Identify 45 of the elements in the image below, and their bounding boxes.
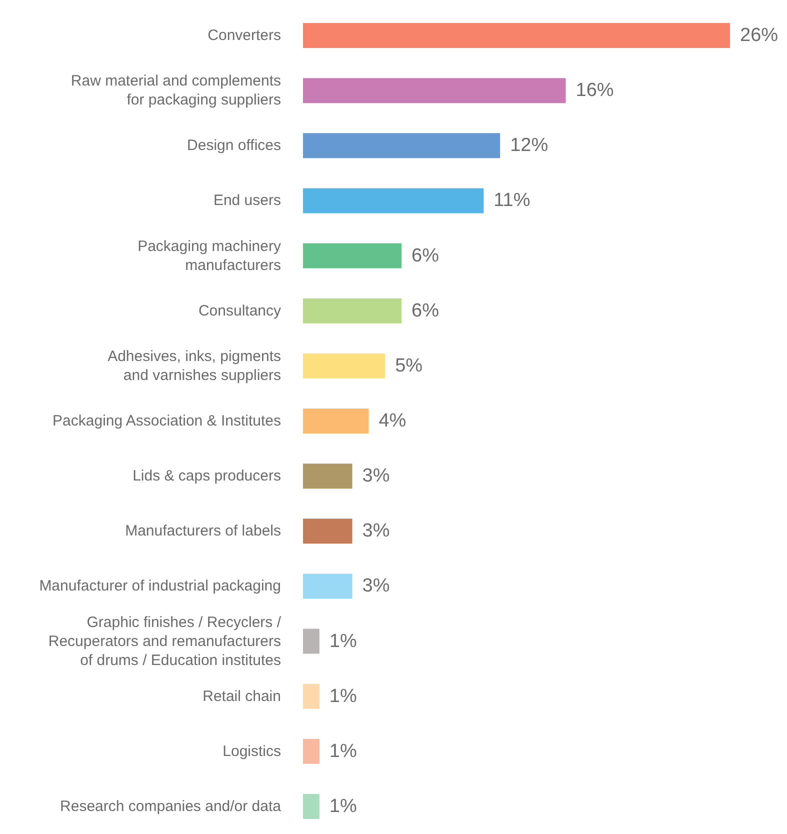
bar — [303, 298, 402, 324]
data-label: 6% — [412, 300, 440, 322]
data-label: 4% — [378, 410, 406, 432]
bar — [303, 574, 352, 599]
y-tick-label: Adhesives, inks, pigments and varnishes suppliers — [108, 348, 281, 384]
bar — [303, 23, 730, 48]
data-label: 1% — [329, 740, 357, 762]
bar — [303, 408, 369, 434]
data-label: 3% — [362, 520, 390, 542]
y-tick-label: Retail chain — [202, 688, 281, 705]
y-tick-label: Manufacturers of labels — [125, 522, 281, 540]
bar — [303, 464, 352, 489]
bar — [303, 353, 386, 378]
data-label: 3% — [362, 466, 390, 487]
bar — [303, 188, 484, 214]
y-tick-label: Manufacturer of industrial packaging — [39, 578, 281, 595]
data-label: 6% — [412, 245, 440, 266]
data-label: 1% — [329, 630, 357, 652]
data-label: 16% — [576, 80, 614, 102]
y-tick-label: Logistics — [222, 742, 281, 760]
data-label: 11% — [494, 190, 530, 212]
y-tick-label: Lids & caps producers — [132, 468, 281, 485]
y-tick-label: End users — [213, 192, 281, 210]
bar — [303, 518, 352, 544]
y-tick-label: Converters — [208, 27, 281, 44]
y-tick-label: Packaging Association & Institutes — [52, 412, 281, 430]
bar — [303, 628, 320, 654]
data-label: 1% — [329, 686, 357, 707]
data-label: 5% — [395, 355, 423, 376]
y-tick-label: Research companies and/or data — [60, 798, 282, 815]
y-tick-label: Graphic finishes / Recyclers / Recuperators and remanufacturers of drums / Education institutes — [48, 614, 282, 669]
data-label: 3% — [362, 576, 390, 597]
y-tick-label: Raw material and complements for packaging suppliers — [70, 72, 281, 109]
bar — [303, 794, 320, 819]
y-tick-label: Consultancy — [198, 302, 282, 320]
data-label: 26% — [740, 25, 778, 46]
bar — [303, 133, 500, 158]
bar — [303, 684, 320, 709]
bar — [303, 78, 566, 104]
bar — [303, 738, 320, 764]
y-tick-label: Packaging machinery manufacturers — [138, 238, 282, 274]
data-label: 1% — [329, 796, 357, 817]
data-label: 12% — [510, 135, 548, 156]
y-tick-label: Design offices — [187, 137, 281, 154]
bar — [303, 243, 402, 268]
